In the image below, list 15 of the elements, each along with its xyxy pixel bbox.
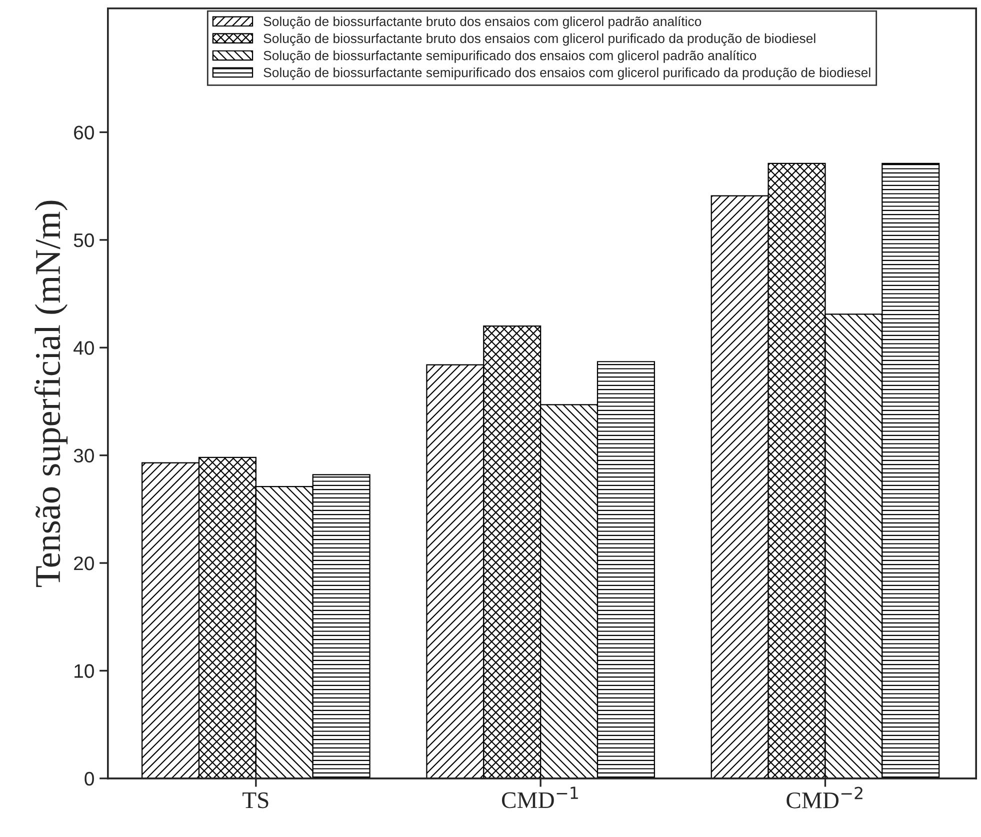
legend-label: Solução de biossurfactante bruto dos ensaios com glicerol padrão analítico xyxy=(264,16,702,29)
y-tick-label: 50 xyxy=(74,233,94,248)
legend-label: Solução de biossurfactante semipurificado dos ensaios com glicerol padrão analítico xyxy=(264,50,756,63)
y-tick-label: 10 xyxy=(74,664,94,678)
y-tick-label: 60 xyxy=(74,126,94,140)
x-tick-label: TS xyxy=(242,792,268,808)
y-tick-label: 0 xyxy=(84,772,94,786)
y-tick-label: 30 xyxy=(74,448,94,463)
y-tick-label: 20 xyxy=(74,556,94,570)
x-tick-label: CMD$^{−1}$ xyxy=(502,786,578,808)
y-tick-label: 40 xyxy=(74,341,94,355)
y-axis-title: Tensão superficial (mN/m) xyxy=(34,200,68,588)
legend-label: Solução de biossurfactante bruto dos ensaios com glicerol purificado da produção de biodiesel xyxy=(264,33,816,46)
legend-label: Solução de biossurfactante semipurificado dos ensaios com glicerol purificado da produção de biodiesel xyxy=(264,68,870,80)
x-tick-label: CMD$^{−2}$ xyxy=(786,786,862,808)
